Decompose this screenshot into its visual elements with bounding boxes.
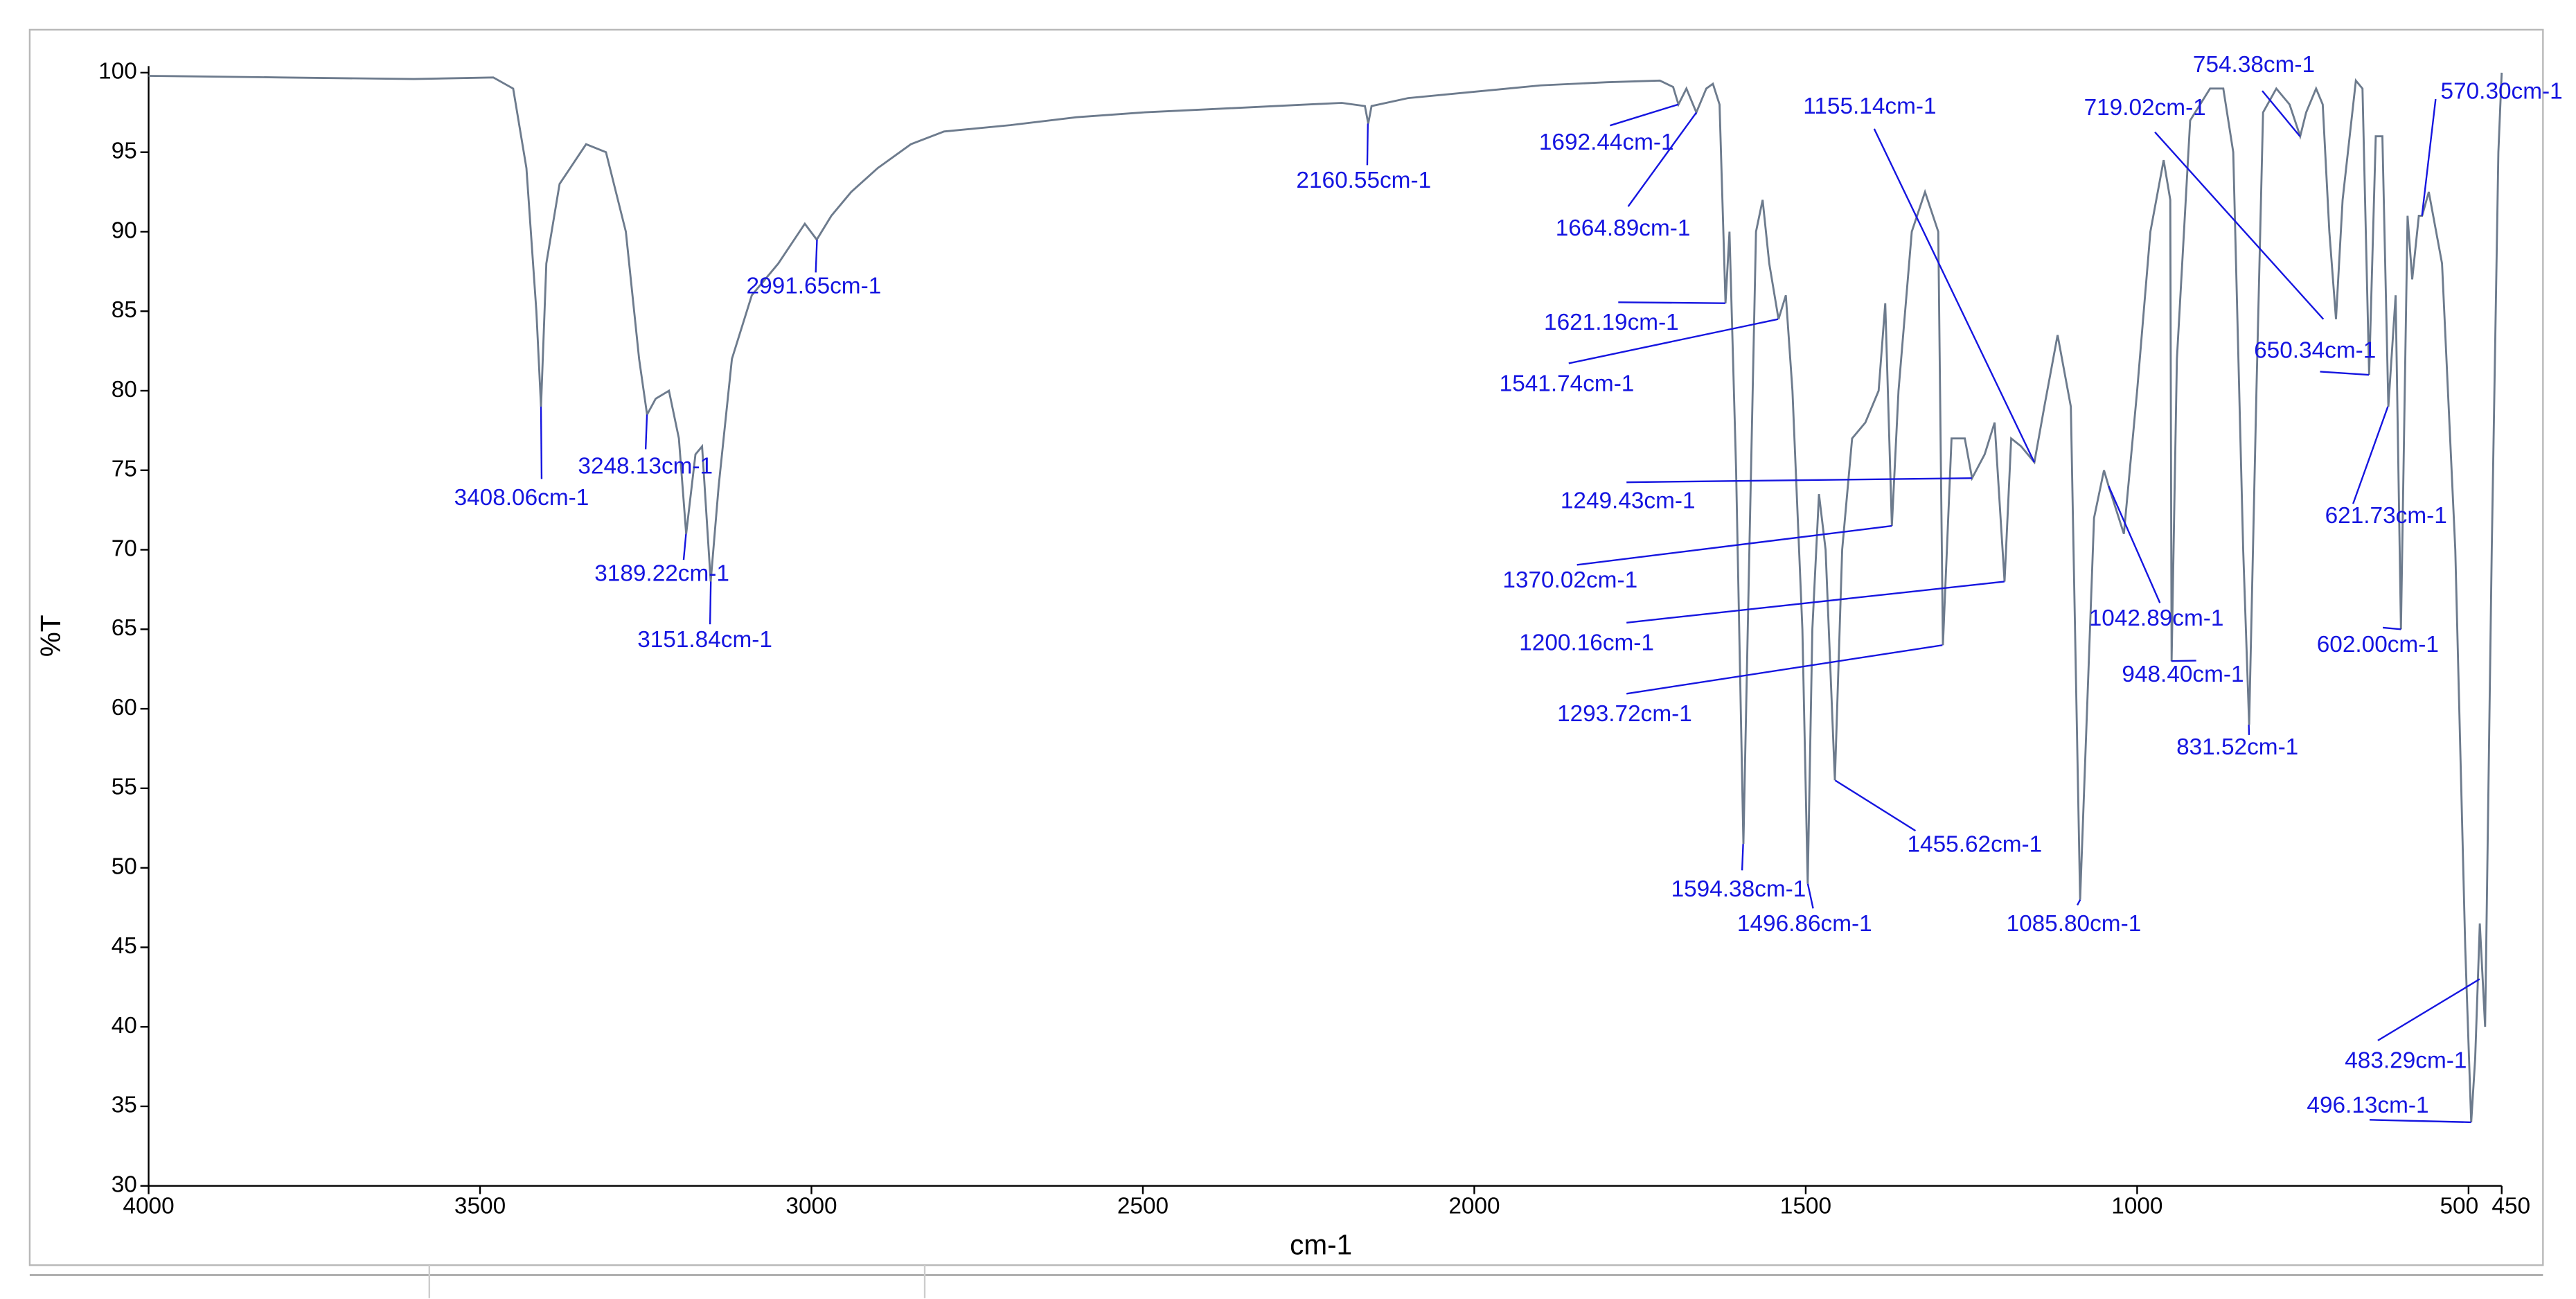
x-tick-label: 3000 bbox=[785, 1194, 837, 1219]
peak-leader bbox=[644, 414, 648, 450]
peak-leader bbox=[2108, 486, 2161, 603]
peak-leader bbox=[2171, 660, 2196, 662]
peak-leader bbox=[1873, 128, 2036, 463]
y-tick-label: 60 bbox=[112, 695, 137, 721]
peak-leader bbox=[1568, 318, 1779, 364]
peak-label: 831.52cm-1 bbox=[2176, 734, 2298, 760]
y-tick-label: 95 bbox=[112, 138, 137, 164]
peak-label: 1293.72cm-1 bbox=[1557, 701, 1692, 727]
peak-label: 1200.16cm-1 bbox=[1519, 630, 1654, 656]
peak-label: 1455.62cm-1 bbox=[1907, 831, 2042, 857]
x-tick-label: 4000 bbox=[123, 1194, 174, 1219]
peak-label: 948.40cm-1 bbox=[2122, 662, 2244, 687]
peak-label: 3151.84cm-1 bbox=[637, 627, 772, 653]
frame bbox=[28, 28, 2544, 1266]
peak-leader bbox=[1806, 883, 1814, 909]
y-tick-label: 75 bbox=[112, 457, 137, 482]
peak-leader bbox=[1576, 524, 1892, 566]
peak-label: 719.02cm-1 bbox=[2084, 95, 2206, 121]
peak-leader bbox=[2382, 626, 2401, 630]
peak-label: 602.00cm-1 bbox=[2317, 632, 2439, 657]
peak-label: 1155.14cm-1 bbox=[1803, 94, 1936, 119]
y-tick-label: 70 bbox=[112, 536, 137, 561]
peak-label: 1370.02cm-1 bbox=[1502, 567, 1637, 593]
peak-leader bbox=[2352, 406, 2389, 504]
peak-label: 483.29cm-1 bbox=[2345, 1048, 2467, 1074]
y-tick-label: 65 bbox=[112, 615, 137, 641]
x-axis-label: cm-1 bbox=[1290, 1229, 1352, 1261]
y-tick-label: 50 bbox=[112, 854, 137, 879]
peak-label: 3248.13cm-1 bbox=[578, 453, 713, 479]
y-tick-label: 35 bbox=[112, 1093, 137, 1118]
peak-leader bbox=[1626, 581, 2005, 624]
peak-leader bbox=[1610, 103, 1679, 127]
peak-label: 1541.74cm-1 bbox=[1500, 371, 1635, 396]
peak-label: 2160.55cm-1 bbox=[1296, 168, 1431, 193]
peak-label: 1085.80cm-1 bbox=[2007, 911, 2142, 937]
peak-label: 1594.38cm-1 bbox=[1671, 876, 1806, 902]
peak-label: 1664.89cm-1 bbox=[1556, 215, 1691, 241]
peak-leader bbox=[2421, 98, 2437, 216]
peak-leader bbox=[1627, 112, 1698, 207]
x-tick-label: 1500 bbox=[1780, 1194, 1831, 1219]
spectrum-line bbox=[148, 72, 2503, 1122]
x-tick-label: 2000 bbox=[1448, 1194, 1500, 1219]
peak-leader bbox=[682, 533, 687, 560]
peak-label: 1042.89cm-1 bbox=[2089, 606, 2224, 631]
peak-label: 570.30cm-1 bbox=[2441, 78, 2563, 104]
peak-label: 3408.06cm-1 bbox=[454, 485, 589, 511]
peak-label: 496.13cm-1 bbox=[2307, 1093, 2428, 1118]
peak-label: 1692.44cm-1 bbox=[1539, 130, 1674, 155]
x-tick-label: 1000 bbox=[2111, 1194, 2162, 1219]
peak-leader bbox=[2369, 1119, 2471, 1124]
peak-leader bbox=[1741, 844, 1744, 871]
peak-label: 1621.19cm-1 bbox=[1544, 310, 1679, 335]
y-axis-label: %T bbox=[35, 615, 66, 657]
peak-leader bbox=[1834, 779, 1917, 832]
peak-leader bbox=[2377, 978, 2480, 1041]
peak-leader bbox=[540, 406, 543, 479]
x-tick-label: 2500 bbox=[1117, 1194, 1169, 1219]
peak-leader bbox=[1366, 123, 1369, 166]
peak-leader bbox=[2262, 90, 2301, 137]
peak-leader bbox=[815, 239, 818, 273]
peak-leader bbox=[709, 581, 712, 625]
peak-leader bbox=[1626, 644, 1943, 695]
peak-label: 621.73cm-1 bbox=[2325, 503, 2447, 529]
peak-label: 3189.22cm-1 bbox=[594, 560, 729, 586]
y-tick-label: 30 bbox=[112, 1172, 137, 1198]
y-tick-label: 100 bbox=[98, 59, 137, 85]
peak-leader bbox=[2320, 371, 2370, 376]
y-tick-label: 45 bbox=[112, 933, 137, 959]
peak-leader bbox=[1626, 477, 1972, 484]
peak-leader bbox=[2154, 131, 2325, 320]
x-tick-label: 3500 bbox=[454, 1194, 506, 1219]
peak-leader bbox=[2076, 899, 2081, 905]
peak-label: 650.34cm-1 bbox=[2254, 338, 2376, 364]
y-tick-label: 55 bbox=[112, 775, 137, 800]
y-tick-label: 85 bbox=[112, 297, 137, 323]
peak-label: 1496.86cm-1 bbox=[1737, 911, 1872, 937]
x-tick-label: 450 bbox=[2491, 1194, 2530, 1219]
peak-leader bbox=[1618, 301, 1725, 304]
peak-label: 754.38cm-1 bbox=[2193, 52, 2315, 78]
peak-label: 2991.65cm-1 bbox=[747, 274, 882, 299]
y-tick-label: 80 bbox=[112, 377, 137, 403]
peak-label: 1249.43cm-1 bbox=[1561, 488, 1696, 514]
y-tick-label: 40 bbox=[112, 1013, 137, 1039]
y-tick-label: 90 bbox=[112, 218, 137, 243]
x-tick-label: 500 bbox=[2440, 1194, 2479, 1219]
